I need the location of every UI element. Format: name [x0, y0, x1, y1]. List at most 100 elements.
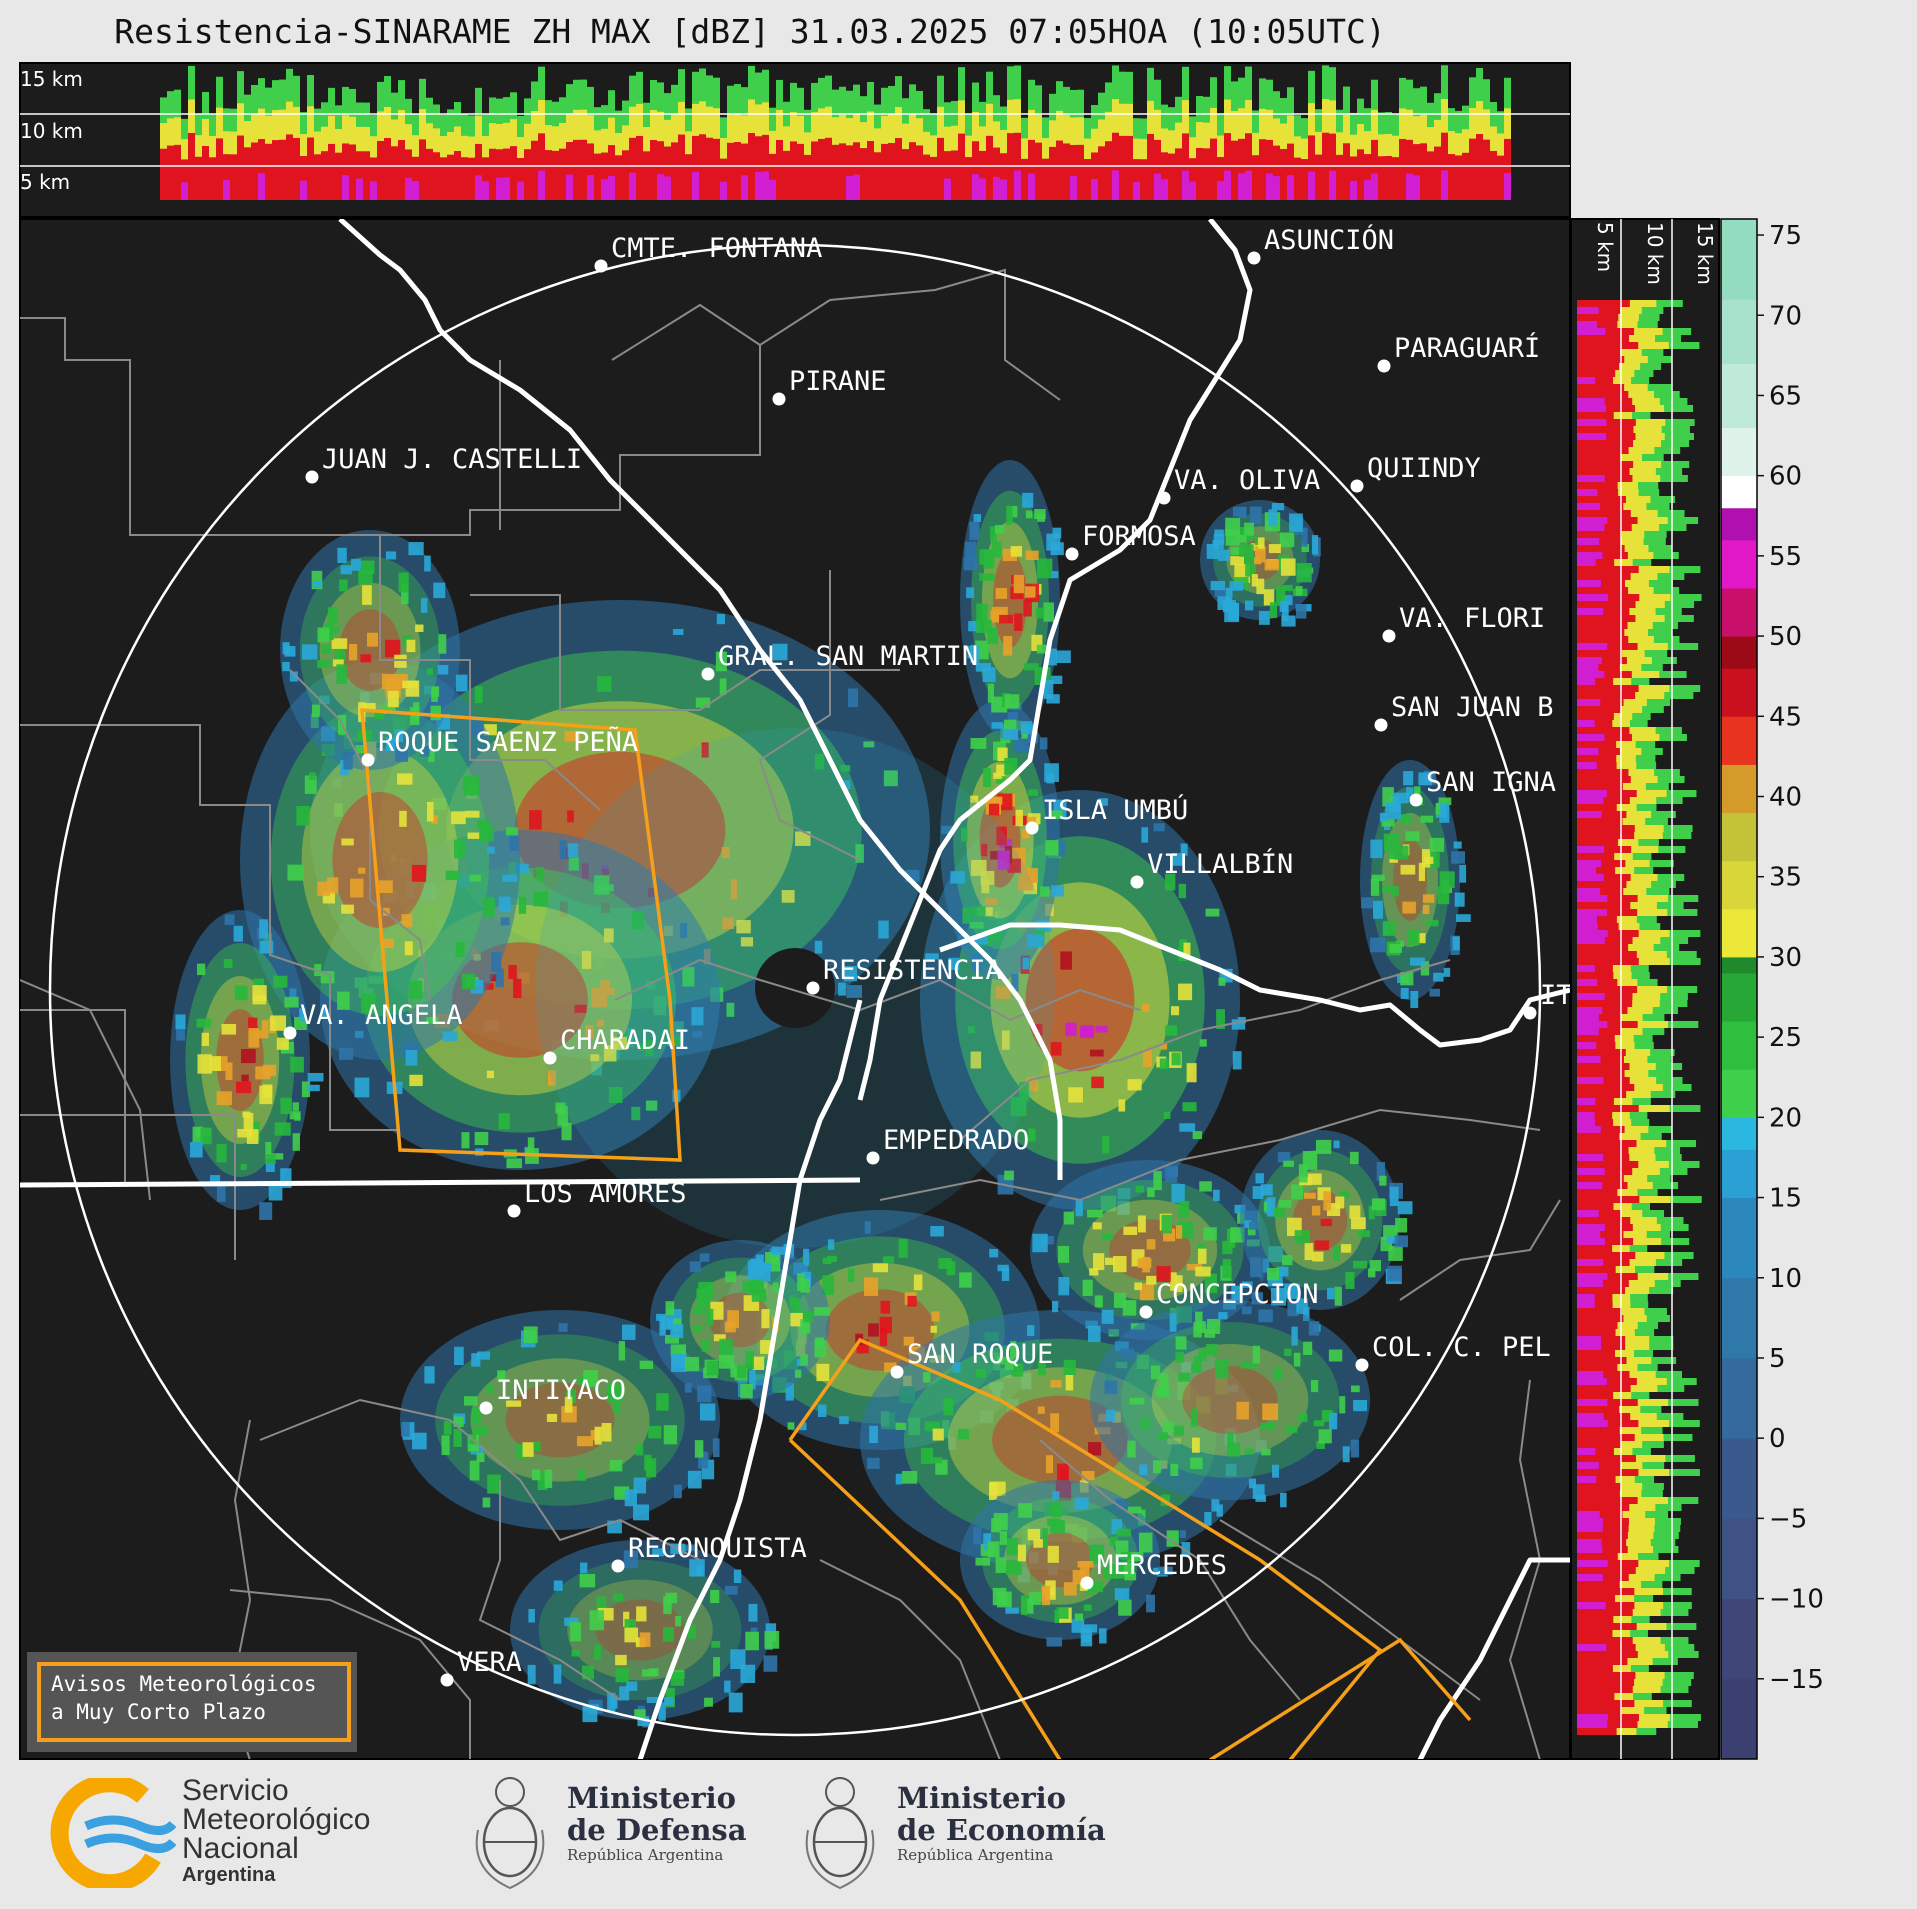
city-marker: GRAL. SAN MARTIN — [701, 641, 978, 681]
colorbar-band — [1721, 812, 1757, 862]
city-marker: LOS AMORES — [507, 1178, 687, 1218]
city-dot — [611, 1559, 625, 1573]
city-marker: RECONQUISTA — [611, 1533, 807, 1573]
colorbar-band — [1721, 1357, 1757, 1439]
city-label: ASUNCIÓN — [1264, 224, 1394, 256]
colorbar-tick-label: 65 — [1769, 381, 1802, 411]
top-cross-section: 15 km 10 km 5 km — [19, 62, 1571, 218]
colorbar-tick-label: 15 — [1769, 1184, 1802, 1214]
city-dot — [1139, 1305, 1153, 1319]
city-dot — [283, 1026, 297, 1040]
colorbar-tick-label: 60 — [1769, 462, 1802, 492]
colorbar-band — [1721, 507, 1757, 541]
city-dot — [1382, 629, 1396, 643]
city-label: VA. OLIVA — [1174, 465, 1320, 496]
city-label: QUIINDY — [1367, 453, 1481, 484]
city-marker: COL. C. PEL — [1355, 1332, 1551, 1372]
city-marker: ISLA UMBÚ — [1025, 794, 1188, 835]
city-label: IT — [1540, 980, 1573, 1011]
colorbar-tick-label: 45 — [1769, 702, 1802, 732]
warning-polygon-southeast — [1209, 1637, 1472, 1759]
city-marker: QUIINDY — [1350, 453, 1481, 493]
coat-of-arms-icon — [475, 1777, 545, 1890]
city-marker: JUAN J. CASTELLI — [305, 444, 582, 484]
top-km-label-15: 15 km — [20, 67, 83, 91]
warning-polygon-south — [788, 1337, 1383, 1759]
city-label: ISLA UMBÚ — [1042, 794, 1188, 826]
city-marker: VA. ANGELA — [283, 1000, 463, 1040]
colorbar-tick-label: 50 — [1769, 622, 1802, 652]
colorbar-band — [1721, 427, 1757, 477]
city-dot — [507, 1204, 521, 1218]
colorbar-tick-label: 35 — [1769, 863, 1802, 893]
city-label: RESISTENCIA — [823, 955, 1002, 986]
city-marker: VERA — [440, 1647, 522, 1687]
city-marker: PIRANE — [772, 366, 887, 406]
colorbar-band — [1721, 1069, 1757, 1118]
colorbar-band — [1721, 764, 1757, 814]
colorbar-tick-label: 40 — [1769, 783, 1802, 813]
colorbar-band — [1721, 1117, 1757, 1150]
warning-polygons — [360, 708, 1472, 1759]
city-marker: CONCEPCION — [1139, 1279, 1319, 1319]
city-marker: SAN JUAN B — [1374, 692, 1554, 732]
city-label: SAN ROQUE — [907, 1339, 1053, 1370]
city-dot — [479, 1401, 493, 1415]
city-layer: CMTE. FONTANA ASUNCIÓN PARAGUARÍ PIRANE JUAN… — [283, 224, 1573, 1687]
city-dot — [1157, 491, 1171, 505]
city-marker: RESISTENCIA — [806, 955, 1002, 995]
side-km-label-10: 10 km — [1643, 222, 1667, 285]
city-marker: VILLALBÍN — [1130, 848, 1293, 889]
colorbar-tick-label: 20 — [1769, 1103, 1802, 1133]
legend-warning-key: Avisos Meteorológicos a Muy Corto Plazo — [37, 1662, 351, 1742]
colorbar-band — [1721, 475, 1757, 509]
city-marker: CHARADAI — [543, 1025, 690, 1065]
city-marker: EMPEDRADO — [866, 1125, 1029, 1165]
colorbar-band — [1721, 1518, 1757, 1600]
city-label: CHARADAI — [560, 1025, 690, 1056]
city-label: GRAL. SAN MARTIN — [718, 641, 978, 672]
city-label: INTIYACO — [496, 1375, 626, 1406]
city-dot — [440, 1673, 454, 1687]
city-dot — [1350, 479, 1364, 493]
colorbar-band — [1721, 219, 1757, 300]
colorbar-band — [1721, 363, 1757, 429]
city-dot — [543, 1051, 557, 1065]
city-label: JUAN J. CASTELLI — [322, 444, 582, 475]
smn-line-3: Nacional — [182, 1832, 299, 1865]
city-label: EMPEDRADO — [883, 1125, 1029, 1156]
city-marker: CMTE. FONTANA — [594, 233, 822, 273]
city-marker: INTIYACO — [479, 1375, 626, 1415]
city-dot — [866, 1151, 880, 1165]
defensa-logo-text: Ministerio de Defensa República Argentin… — [567, 1782, 747, 1864]
city-label: VILLALBÍN — [1147, 848, 1293, 880]
city-dot — [1377, 359, 1391, 373]
city-dot — [1355, 1358, 1369, 1372]
smn-logo-icon — [50, 1778, 177, 1888]
city-label: VA. ANGELA — [300, 1000, 463, 1031]
city-dot — [1080, 1576, 1094, 1590]
smn-logo-text: Servicio Meteorológico Nacional Argentin… — [182, 1776, 370, 1887]
city-dot — [1025, 821, 1039, 835]
side-km-label-5: 5 km — [1593, 222, 1617, 272]
legend-line-1: Avisos Meteorológicos — [51, 1672, 317, 1696]
city-marker: IT — [1523, 980, 1573, 1020]
city-label: PIRANE — [789, 366, 887, 397]
defensa-sub: República Argentina — [567, 1846, 724, 1864]
city-label: SAN IGNA — [1426, 767, 1556, 798]
colorbar-tick-label: −15 — [1769, 1665, 1824, 1695]
colorbar-tick-label: 10 — [1769, 1264, 1802, 1294]
rivers-and-borders — [20, 219, 1570, 1759]
colorbar-band — [1721, 1149, 1757, 1199]
city-dot — [772, 392, 786, 406]
colorbar-band — [1721, 1021, 1757, 1070]
colorbar-band — [1721, 587, 1757, 637]
city-label: CONCEPCION — [1156, 1279, 1319, 1310]
city-marker: FORMOSA — [1065, 521, 1196, 561]
smn-line-1: Servicio — [182, 1774, 289, 1807]
economia-sub: República Argentina — [897, 1846, 1054, 1864]
warning-polygon-west — [360, 708, 682, 1162]
smn-line-2: Meteorológico — [182, 1803, 371, 1836]
city-label: ROQUE SAENZ PEÑA — [378, 726, 638, 758]
